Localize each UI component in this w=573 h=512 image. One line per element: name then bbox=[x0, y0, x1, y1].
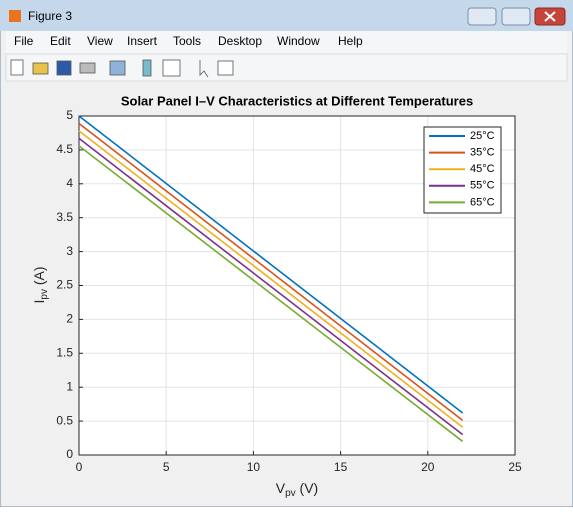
print-icon[interactable] bbox=[79, 62, 96, 74]
legend-label: 65°C bbox=[470, 196, 495, 208]
legend-label: 45°C bbox=[470, 163, 495, 175]
x-tick-label: 0 bbox=[76, 460, 83, 474]
y-tick-label: 3 bbox=[66, 244, 73, 258]
close-icon bbox=[544, 11, 556, 22]
menu-bar bbox=[6, 31, 567, 53]
y-tick-label: 1 bbox=[66, 379, 73, 393]
y-label-part: pv bbox=[39, 289, 50, 300]
toolbar-icons bbox=[10, 59, 234, 78]
y-label-part: I bbox=[31, 300, 47, 304]
menu-item[interactable]: View bbox=[87, 34, 113, 48]
axes-box bbox=[78, 115, 516, 456]
y-tick-label: 5 bbox=[66, 108, 73, 122]
y-tick-label: 3.5 bbox=[56, 210, 73, 224]
line bbox=[78, 122, 464, 422]
legend-icon[interactable] bbox=[162, 59, 181, 77]
app-icon bbox=[9, 10, 21, 22]
pointer-icon[interactable] bbox=[199, 60, 209, 78]
toolbar bbox=[5, 53, 568, 82]
x-tick-label: 5 bbox=[163, 460, 170, 474]
menu: File Edit View Insert Tools Desktop Window Help bbox=[14, 34, 363, 48]
y-label-part: (A) bbox=[31, 266, 47, 289]
x-tick-label: 20 bbox=[421, 460, 435, 474]
line bbox=[78, 115, 464, 414]
maximize-button[interactable] bbox=[501, 7, 531, 26]
line bbox=[78, 130, 464, 428]
menu-item[interactable]: Desktop bbox=[218, 34, 262, 48]
menu-item[interactable]: Edit bbox=[50, 34, 71, 48]
y-tick-label: 2.5 bbox=[56, 278, 73, 292]
menu-item[interactable]: File bbox=[14, 34, 34, 48]
x-axis-label: Vpv (V) bbox=[276, 480, 318, 499]
property-icon[interactable] bbox=[217, 60, 234, 76]
legend-label: 25°C bbox=[470, 130, 495, 142]
new-icon[interactable] bbox=[10, 59, 24, 76]
link-icon[interactable] bbox=[109, 60, 126, 76]
save-icon[interactable] bbox=[56, 60, 72, 76]
colorbar-icon[interactable] bbox=[142, 59, 152, 77]
open-icon[interactable] bbox=[32, 62, 49, 75]
x-label-part: (V) bbox=[296, 480, 319, 496]
menu-item[interactable]: Tools bbox=[173, 34, 201, 48]
y-axis-label: Ipv (A) bbox=[31, 266, 50, 303]
menu-item[interactable]: Help bbox=[338, 34, 363, 48]
legend-label: 35°C bbox=[470, 147, 495, 159]
x-label-part: V bbox=[276, 480, 286, 496]
chart: Solar Panel I–V Characteristics at Diffe… bbox=[31, 93, 522, 498]
x-tick-label: 10 bbox=[247, 460, 261, 474]
minimize-button[interactable] bbox=[467, 7, 497, 26]
menu-item[interactable]: Insert bbox=[127, 34, 158, 48]
chart-title: Solar Panel I–V Characteristics at Diffe… bbox=[121, 93, 473, 108]
y-tick-label: 0 bbox=[66, 447, 73, 461]
y-tick-label: 4 bbox=[66, 176, 73, 190]
x-label-part: pv bbox=[285, 488, 296, 499]
y-tick-label: 2 bbox=[66, 312, 73, 326]
y-tick-label: 0.5 bbox=[56, 413, 73, 427]
x-tick-label: 15 bbox=[334, 460, 348, 474]
line bbox=[78, 137, 464, 436]
menu-item[interactable]: Window bbox=[277, 34, 320, 48]
y-tick-label: 4.5 bbox=[56, 142, 73, 156]
window-title: Figure 3 bbox=[28, 9, 72, 23]
x-tick-label: 25 bbox=[508, 460, 522, 474]
y-tick-label: 1.5 bbox=[56, 345, 73, 359]
line bbox=[78, 145, 464, 443]
legend-label: 55°C bbox=[470, 180, 495, 192]
